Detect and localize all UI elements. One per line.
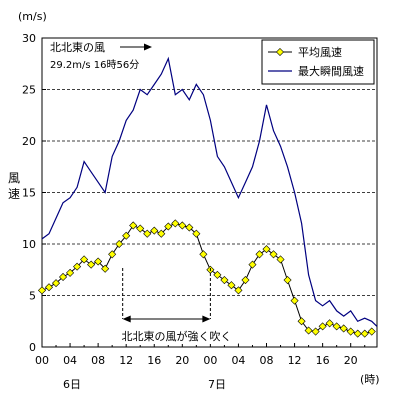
series-max-gust: [41, 56, 378, 327]
average-point-30: [248, 260, 257, 269]
average-point-36: [290, 296, 299, 305]
x-tick-label-9: 12: [288, 354, 302, 367]
day-label-0: 6日: [63, 378, 81, 391]
legend-max-gust-label: 最大瞬間風速: [298, 64, 364, 78]
x-tick-label-5: 20: [175, 354, 189, 367]
average-point-37: [297, 317, 306, 326]
average-point-20: [178, 221, 187, 230]
axis-ticks: 0 5 10 15 20 25 30 00 04 08 12 16 20 00 04 08 12 16 20: [22, 32, 366, 367]
average-point-15: [143, 229, 152, 238]
y-axis-label-char-1: 速: [8, 187, 20, 201]
average-point-29: [241, 276, 250, 285]
range-label-background: [114, 328, 239, 344]
average-point-0: [37, 286, 47, 295]
x-tick-label-0: 00: [35, 354, 49, 367]
x-tick-label-11: 20: [344, 354, 358, 367]
average-point-33: [269, 250, 278, 259]
average-point-45: [353, 329, 362, 338]
average-point-21: [185, 223, 194, 232]
peak-arrow-head: [144, 43, 152, 51]
day-label-1: 7日: [208, 378, 226, 391]
average-point-26: [220, 276, 229, 285]
average-point-22: [192, 229, 201, 238]
average-point-6: [80, 255, 89, 264]
average-point-13: [129, 221, 138, 230]
average-point-43: [339, 324, 348, 333]
series-max-gust-line: [41, 56, 378, 327]
y-axis-label-char-0: 風: [8, 171, 20, 185]
average-point-34: [276, 255, 285, 264]
y-axis-label: 風速: [8, 171, 20, 201]
y-tick-label-15: 15: [22, 187, 36, 200]
average-point-19: [171, 219, 180, 228]
x-unit-label: (時): [360, 373, 380, 386]
x-tick-label-10: 16: [316, 354, 330, 367]
y-unit-label: (m/s): [18, 10, 47, 23]
average-point-31: [255, 250, 264, 259]
average-point-9: [101, 264, 110, 273]
average-point-16: [150, 226, 159, 235]
average-point-23: [199, 250, 208, 259]
peak-note-value: 29.2m/s 16時56分: [50, 59, 139, 71]
peak-note-title: 北北東の風: [50, 41, 105, 54]
y-tick-label-10: 10: [22, 238, 36, 251]
x-tick-label-6: 00: [203, 354, 217, 367]
legend-average-marker: [275, 47, 285, 57]
average-point-5: [73, 262, 82, 271]
average-point-39: [311, 327, 320, 336]
average-point-11: [115, 239, 124, 249]
x-tick-label-3: 12: [119, 354, 133, 367]
range-arrow-left-head: [122, 315, 131, 323]
average-point-38: [304, 326, 313, 335]
average-point-40: [318, 322, 327, 331]
x-tick-label-8: 08: [260, 354, 274, 367]
x-tick-label-1: 04: [63, 354, 77, 367]
y-tick-label-30: 30: [22, 32, 36, 45]
legend: 平均風速 最大瞬間風速: [261, 39, 375, 85]
average-point-14: [136, 224, 145, 233]
average-point-42: [332, 322, 341, 331]
average-point-25: [213, 270, 222, 279]
average-point-10: [108, 250, 117, 259]
average-point-28: [234, 286, 243, 295]
legend-box: [261, 39, 375, 85]
legend-average-symbol: [268, 47, 292, 57]
average-point-44: [346, 327, 355, 336]
average-point-18: [164, 222, 173, 231]
average-point-46: [360, 329, 369, 338]
average-point-17: [157, 229, 166, 238]
average-point-35: [283, 276, 292, 285]
average-point-27: [227, 281, 236, 290]
x-tick-label-2: 08: [91, 354, 105, 367]
y-tick-label-20: 20: [22, 135, 36, 148]
average-point-8: [94, 257, 103, 266]
average-point-7: [87, 260, 96, 269]
range-marker: [122, 268, 211, 323]
y-tick-label-5: 5: [29, 290, 36, 303]
average-point-41: [325, 319, 334, 328]
average-point-12: [122, 231, 131, 240]
average-point-3: [59, 272, 68, 281]
y-tick-label-25: 25: [22, 84, 36, 97]
x-tick-label-7: 04: [231, 354, 245, 367]
x-tick-label-4: 16: [147, 354, 161, 367]
average-point-4: [66, 268, 75, 277]
average-point-32: [262, 245, 271, 254]
average-point-2: [52, 279, 61, 288]
y-tick-label-0: 0: [29, 341, 36, 354]
average-point-47: [367, 327, 376, 336]
average-point-1: [44, 283, 54, 292]
legend-average-label: 平均風速: [298, 46, 342, 59]
range-arrow-right-head: [202, 315, 211, 323]
peak-arrow: [120, 43, 152, 51]
grid-lines: [42, 89, 377, 296]
range-label: 北北東の風が強く吹く: [122, 329, 232, 343]
